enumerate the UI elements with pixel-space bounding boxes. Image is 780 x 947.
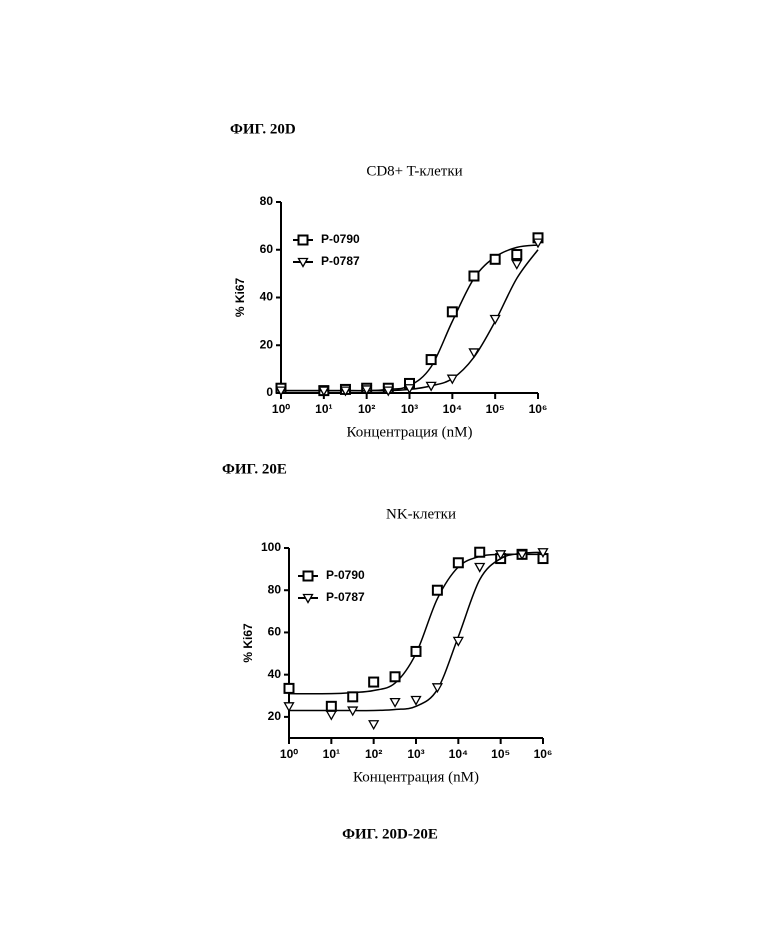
data-point <box>285 684 294 693</box>
data-point <box>469 272 478 281</box>
data-point <box>369 721 378 729</box>
data-point <box>433 586 442 595</box>
legend-label: P-0790 <box>326 568 365 582</box>
x-tick-label: 10³ <box>401 402 418 416</box>
data-point <box>475 564 484 572</box>
data-point <box>454 558 463 567</box>
x-tick-label: 10⁵ <box>486 402 505 416</box>
y-axis-label: % Ki67 <box>233 278 247 318</box>
x-tick-label: 10⁵ <box>491 747 510 761</box>
data-point <box>412 647 421 656</box>
legend-label: P-0787 <box>321 254 360 268</box>
x-tick-label: 10² <box>358 402 375 416</box>
data-point <box>427 355 436 364</box>
x-tick-label: 10¹ <box>323 747 340 761</box>
data-point <box>491 315 500 323</box>
y-tick-label: 0 <box>266 385 273 399</box>
data-point <box>327 711 336 719</box>
fit-curve <box>281 245 538 391</box>
y-axis-label: % Ki67 <box>241 623 255 663</box>
data-point <box>491 255 500 264</box>
data-point <box>391 699 400 707</box>
x-tick-label: 10⁶ <box>529 402 548 416</box>
data-point <box>433 684 442 692</box>
caption: ФИГ. 20D-20E <box>342 826 438 842</box>
x-tick-label: 10¹ <box>315 402 332 416</box>
y-tick-label: 80 <box>268 582 282 596</box>
y-tick-label: 60 <box>268 625 282 639</box>
data-point <box>391 672 400 681</box>
chart-title: CD8+ T-клетки <box>366 163 462 179</box>
x-axis-label: Концентрация (nM) <box>353 769 479 785</box>
data-point <box>512 261 521 269</box>
y-tick-label: 100 <box>261 540 281 554</box>
x-tick-label: 10⁶ <box>534 747 553 761</box>
x-axis-label: Концентрация (nM) <box>347 424 473 440</box>
y-tick-label: 20 <box>268 709 282 723</box>
legend-marker <box>299 236 308 245</box>
x-tick-label: 10⁰ <box>280 747 298 761</box>
legend-marker <box>304 572 313 581</box>
x-tick-label: 10⁰ <box>272 402 290 416</box>
figure-label: ФИГ. 20D <box>230 121 296 137</box>
chart-title: NK-клетки <box>386 506 456 522</box>
x-tick-label: 10⁴ <box>449 747 468 761</box>
fit-curve <box>281 250 538 391</box>
x-tick-label: 10² <box>365 747 382 761</box>
data-point <box>475 548 484 557</box>
y-tick-label: 40 <box>260 290 274 304</box>
data-point <box>285 703 294 711</box>
data-point <box>448 375 457 383</box>
y-tick-label: 20 <box>260 337 274 351</box>
y-tick-label: 80 <box>260 194 274 208</box>
data-point <box>348 692 357 701</box>
figure-page: ФИГ. 20D ФИГ. 20E ФИГ. 20D-20E CD8+ T-кл… <box>0 0 780 947</box>
x-tick-label: 10⁴ <box>443 402 462 416</box>
figure-label: ФИГ. 20E <box>222 461 287 477</box>
data-point <box>412 697 421 705</box>
data-point <box>448 307 457 316</box>
y-tick-label: 40 <box>268 667 282 681</box>
y-tick-label: 60 <box>260 242 274 256</box>
data-point <box>512 250 521 259</box>
legend-label: P-0787 <box>326 590 365 604</box>
legend-label: P-0790 <box>321 232 360 246</box>
x-tick-label: 10³ <box>407 747 424 761</box>
data-point <box>369 678 378 687</box>
data-point <box>327 702 336 711</box>
